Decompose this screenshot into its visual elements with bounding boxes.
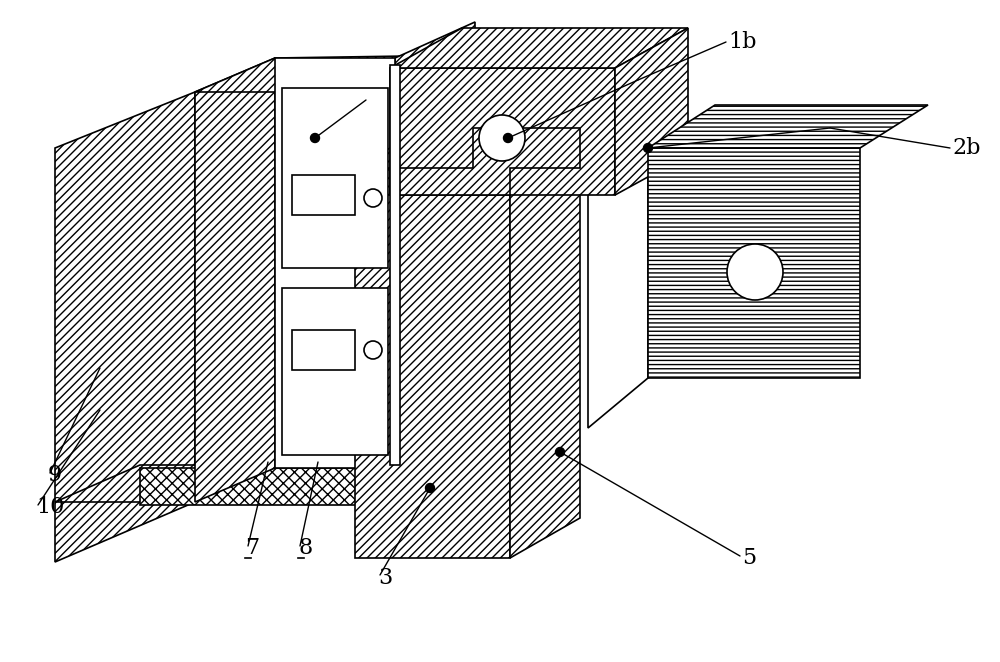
Text: 9: 9	[48, 464, 62, 486]
Text: 10: 10	[36, 496, 64, 518]
Polygon shape	[390, 28, 688, 68]
Circle shape	[479, 115, 525, 161]
Circle shape	[310, 134, 320, 142]
Text: 4: 4	[368, 87, 382, 109]
Text: 8: 8	[298, 537, 312, 559]
Polygon shape	[355, 168, 510, 558]
Polygon shape	[648, 105, 928, 148]
Polygon shape	[510, 128, 580, 558]
Circle shape	[364, 341, 382, 359]
Circle shape	[504, 134, 512, 142]
Circle shape	[727, 244, 783, 300]
Polygon shape	[275, 58, 395, 468]
Circle shape	[426, 483, 434, 493]
Circle shape	[556, 448, 564, 457]
Polygon shape	[195, 55, 475, 92]
Polygon shape	[390, 128, 580, 195]
Polygon shape	[648, 148, 860, 378]
Polygon shape	[282, 288, 388, 455]
Polygon shape	[55, 92, 195, 562]
Polygon shape	[55, 465, 475, 502]
Polygon shape	[140, 468, 475, 505]
Polygon shape	[390, 65, 400, 465]
Polygon shape	[282, 88, 388, 268]
Text: 1b: 1b	[728, 31, 757, 53]
Circle shape	[364, 189, 382, 207]
Polygon shape	[355, 128, 580, 168]
Polygon shape	[395, 22, 475, 468]
Polygon shape	[588, 148, 648, 428]
Text: 2b: 2b	[952, 137, 980, 159]
Text: 3: 3	[378, 567, 392, 589]
Polygon shape	[292, 175, 355, 215]
Text: 5: 5	[742, 547, 756, 569]
Polygon shape	[292, 330, 355, 370]
Polygon shape	[390, 68, 615, 195]
Polygon shape	[195, 58, 275, 502]
Polygon shape	[615, 28, 688, 195]
Circle shape	[644, 144, 652, 152]
Text: 7: 7	[245, 537, 259, 559]
